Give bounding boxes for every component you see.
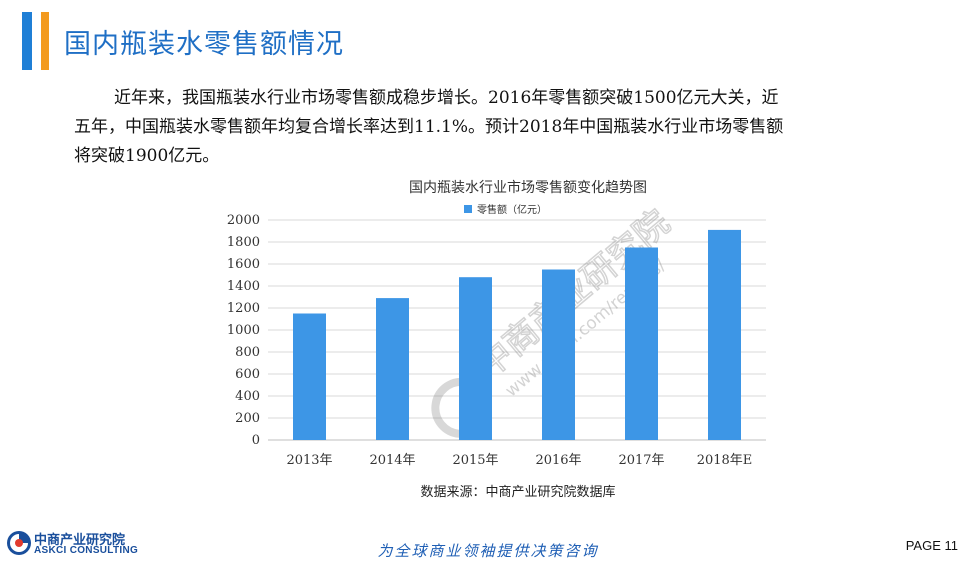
- y-tick-label: 1400: [227, 279, 260, 294]
- x-tick-label: 2016年: [535, 453, 581, 468]
- y-tick-label: 1200: [227, 301, 260, 316]
- company-logo: 中商产业研究院 ASKCI CONSULTING: [6, 527, 156, 559]
- chart-title: 国内瓶装水行业市场零售额变化趋势图: [409, 180, 647, 196]
- x-tick-label: 2014年: [369, 453, 415, 468]
- bar: [625, 247, 658, 440]
- bar: [459, 277, 492, 440]
- y-tick-label: 600: [235, 367, 260, 382]
- bar: [708, 229, 741, 440]
- y-tick-label: 800: [235, 345, 260, 360]
- y-tick-label: 1800: [227, 235, 260, 250]
- y-tick-label: 0: [252, 433, 260, 448]
- legend-swatch: [464, 205, 472, 213]
- logo-text-cn: 中商产业研究院: [34, 533, 126, 548]
- logo-icon: [7, 531, 31, 555]
- bar: [293, 313, 326, 440]
- x-tick-label: 2017年: [618, 453, 664, 468]
- y-tick-label: 200: [235, 411, 260, 426]
- y-tick-label: 1600: [227, 257, 260, 272]
- data-source: 数据来源：中商产业研究院数据库: [420, 485, 616, 500]
- x-tick-label: 2018年E: [697, 453, 753, 468]
- page-title: 国内瓶装水零售额情况: [64, 29, 344, 60]
- accent-bar-orange: [41, 12, 49, 70]
- accent-bar-blue: [22, 12, 32, 70]
- page-number: PAGE 11: [905, 538, 958, 553]
- intro-paragraph: 近年来，我国瓶装水行业市场零售额成稳步增长。2016年零售额突破1500亿元大关…: [74, 84, 894, 171]
- paragraph-line: 五年，中国瓶装水零售额年均复合增长率达到11.1%。预计2018年中国瓶装水行业…: [74, 117, 784, 137]
- slogan: 为全球商业领袖提供决策咨询: [377, 542, 599, 560]
- y-tick-label: 2000: [227, 213, 260, 228]
- bar: [376, 298, 409, 440]
- y-tick-label: 400: [235, 389, 260, 404]
- legend-label: 零售额（亿元）: [477, 203, 547, 216]
- bar: [542, 269, 575, 440]
- y-tick-label: 1000: [227, 323, 260, 338]
- paragraph-line: 将突破1900亿元。: [74, 146, 220, 166]
- logo-text-en: ASKCI CONSULTING: [34, 545, 139, 556]
- x-tick-label: 2015年: [452, 453, 498, 468]
- paragraph-line: 近年来，我国瓶装水行业市场零售额成稳步增长。2016年零售额突破1500亿元大关…: [114, 88, 779, 108]
- x-tick-label: 2013年: [286, 453, 332, 468]
